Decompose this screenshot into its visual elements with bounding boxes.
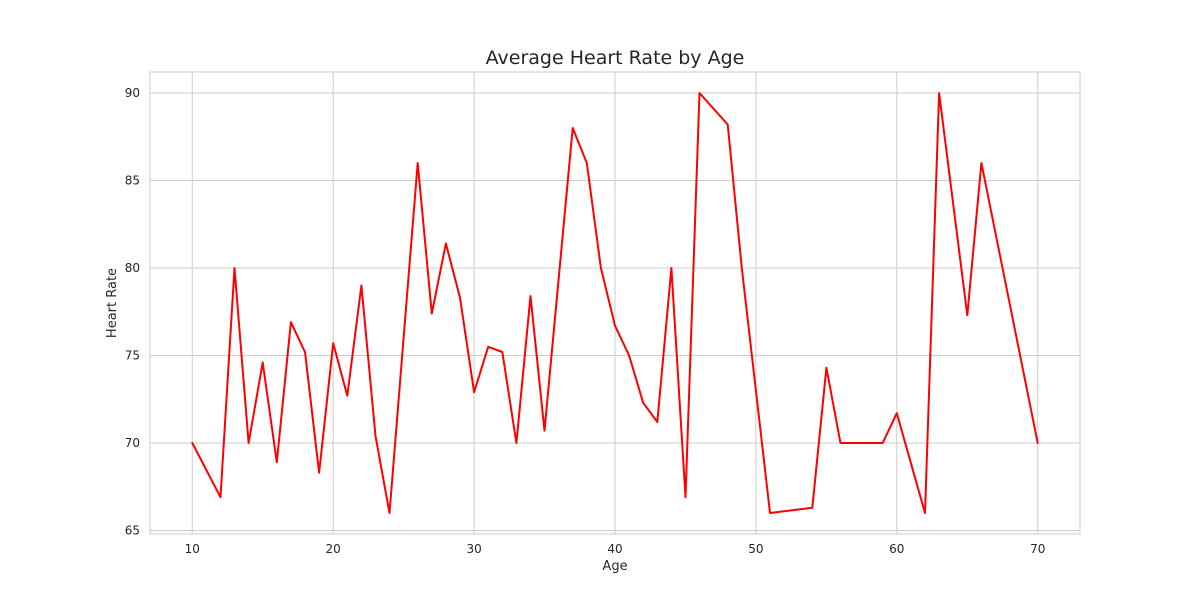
data-point [641,401,645,405]
x-tick-label: 70 [1030,542,1045,556]
y-tick-label: 65 [125,524,140,538]
data-point [979,161,983,165]
data-point [655,420,659,424]
series-layer [190,91,1040,515]
chart-title: Average Heart Rate by Age [486,47,745,69]
x-tick-label: 30 [466,542,481,556]
data-point [543,429,547,433]
data-point [923,511,927,515]
data-point [514,441,518,445]
y-tick-label: 75 [125,349,140,363]
data-point [430,312,434,316]
data-point [331,341,335,345]
x-tick-label: 50 [748,542,763,556]
data-point [275,460,279,464]
x-axis-label: Age [602,559,627,574]
plot-frame [149,71,1081,535]
data-point [233,266,237,270]
data-point [965,313,969,317]
data-point [613,324,617,328]
y-tick-label: 90 [125,86,140,100]
tick-labels: 10 20 30 40 50 60 70 65 70 75 80 85 90 [125,86,1046,556]
data-point [444,242,448,246]
data-point [895,411,899,415]
data-point [261,361,265,365]
data-point [585,161,589,165]
data-point [374,434,378,438]
data-point [500,350,504,354]
data-point [768,511,772,515]
data-point [345,394,349,398]
data-point [247,441,251,445]
data-point [740,266,744,270]
data-point [317,471,321,475]
data-point [458,296,462,300]
y-axis-label: Heart Rate [105,268,120,338]
data-point [359,284,363,288]
y-tick-label: 70 [125,436,140,450]
data-point [388,511,392,515]
data-point [571,126,575,130]
data-point [219,495,223,499]
data-point [486,345,490,349]
y-tick-label: 85 [125,174,140,188]
data-point [627,354,631,358]
data-point [824,366,828,370]
data-point [599,266,603,270]
heart-rate-line [191,92,1039,514]
data-point [1036,441,1040,445]
grid [150,72,1080,534]
data-point [810,506,814,510]
data-point [937,91,941,95]
data-point [303,350,307,354]
data-point [529,294,533,298]
data-point [416,161,420,165]
x-tick-label: 10 [185,542,200,556]
data-point [669,266,673,270]
x-tick-label: 20 [326,542,341,556]
data-point [472,390,476,394]
x-tick-label: 60 [889,542,904,556]
x-tick-label: 40 [607,542,622,556]
y-tick-label: 80 [125,261,140,275]
data-point [726,123,730,127]
data-point [190,441,194,445]
data-point [881,441,885,445]
data-point [839,441,843,445]
data-point [698,91,702,95]
data-point [684,495,688,499]
data-point [289,320,293,324]
